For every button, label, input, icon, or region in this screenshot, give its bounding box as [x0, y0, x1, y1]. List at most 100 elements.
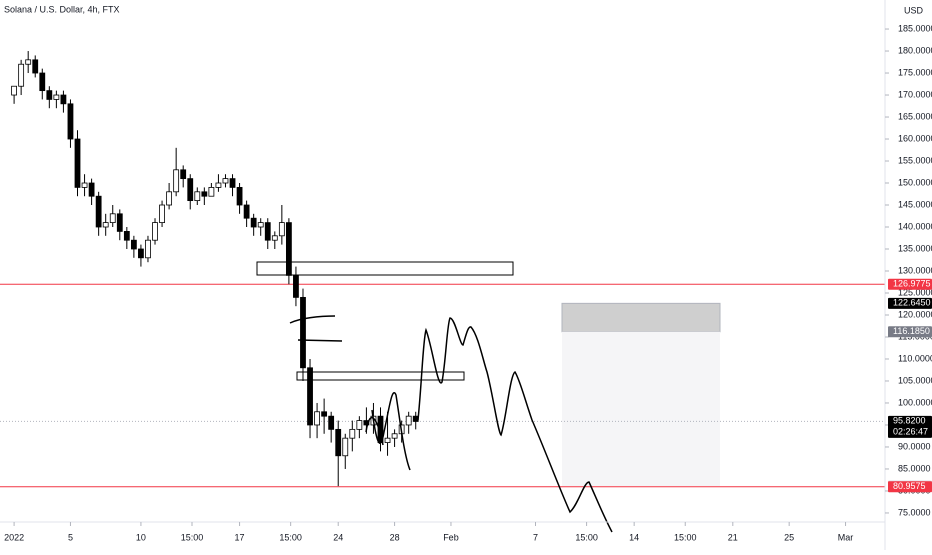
- x-tick-label: 2022: [4, 532, 24, 542]
- y-tick-label: 185.0000: [898, 23, 932, 33]
- x-tick-label: 15:00: [181, 532, 204, 542]
- freehand-path: [365, 417, 384, 446]
- candle-body: [109, 213, 116, 224]
- candle-body: [60, 94, 67, 105]
- candle-body: [81, 182, 88, 188]
- candle-body: [229, 178, 236, 188]
- drawings: [0, 283, 885, 488]
- y-tick-label: 145.0000: [898, 199, 932, 209]
- candle-body: [222, 178, 229, 184]
- countdown-label: 02:26:47: [893, 427, 928, 437]
- candle-body: [39, 72, 46, 92]
- y-tick-label: 120.0000: [898, 309, 932, 319]
- position-zone: [562, 331, 720, 487]
- candle-body: [173, 169, 180, 193]
- y-tick-label: 160.0000: [898, 133, 932, 143]
- price-badge-label: 95.8200: [893, 416, 926, 426]
- candle-body: [384, 437, 391, 443]
- chart-title: Solana / U.S. Dollar, 4h, FTX: [4, 4, 120, 14]
- candle-body: [257, 222, 264, 228]
- y-tick-label: 155.0000: [898, 155, 932, 165]
- y-tick-label: 105.0000: [898, 375, 932, 385]
- price-badge: [888, 481, 932, 493]
- x-tick-label: 15:00: [674, 532, 697, 542]
- candle-body: [53, 94, 60, 100]
- price-badge: [888, 415, 932, 438]
- drawn-box: [256, 261, 514, 276]
- candle-body: [130, 239, 137, 250]
- candle-body: [102, 222, 109, 228]
- candle-body: [208, 187, 215, 197]
- x-tick-label: Feb: [443, 532, 459, 542]
- x-tick-label: 14: [629, 532, 639, 542]
- x-tick-label: 24: [333, 532, 343, 542]
- candle-body: [138, 248, 144, 259]
- candle-body: [123, 231, 130, 241]
- price-badge: [888, 326, 932, 338]
- candle-body: [152, 222, 158, 241]
- candle-body: [293, 274, 299, 298]
- y-tick-label: 135.0000: [898, 243, 932, 253]
- y-tick-label: 170.0000: [898, 89, 932, 99]
- price-badge: [888, 278, 932, 290]
- candle-body: [342, 437, 349, 457]
- y-tick-label: 175.0000: [898, 67, 932, 77]
- candle-body: [314, 411, 320, 426]
- y-tick-label: 85.0000: [898, 463, 931, 473]
- y-tick-label: 130.0000: [898, 265, 932, 275]
- candle-body: [11, 85, 17, 96]
- y-tick-label: 90.0000: [898, 441, 931, 451]
- x-tick-label: 21: [728, 532, 738, 542]
- candle-body: [95, 195, 102, 228]
- x-tick-label: 25: [784, 532, 794, 542]
- freehand-path: [417, 317, 613, 533]
- candle-body: [349, 428, 356, 439]
- price-badge-label: 116.1850: [893, 326, 930, 336]
- freehand-path: [297, 339, 343, 342]
- candle-body: [67, 103, 74, 140]
- candle-body: [363, 420, 370, 426]
- candle-body: [215, 182, 222, 188]
- candle-body: [88, 182, 95, 197]
- price-badge: [888, 297, 932, 309]
- candle-body: [250, 217, 257, 228]
- candle-body: [74, 138, 81, 188]
- y-tick-label: 150.0000: [898, 177, 932, 187]
- price-badge-label: 122.6450: [893, 298, 931, 308]
- candle-body: [159, 204, 165, 224]
- candle-body: [187, 178, 194, 202]
- axes: 75.000080.000085.000090.000095.0000100.0…: [4, 23, 932, 542]
- candle-body: [18, 63, 25, 87]
- y-tick-label: 140.0000: [898, 221, 932, 231]
- candle-body: [405, 415, 412, 426]
- candle-body: [356, 420, 363, 430]
- price-badge-label: 126.9775: [893, 279, 931, 289]
- candle-body: [180, 169, 187, 180]
- currency: USD: [904, 5, 924, 15]
- x-tick-label: 17: [235, 532, 245, 542]
- candle-body: [307, 367, 313, 426]
- candle-body: [328, 415, 335, 430]
- x-tick-label: 15:00: [279, 532, 302, 542]
- candle-body: [25, 59, 32, 65]
- candle-body: [278, 222, 285, 237]
- x-tick-label: 7: [533, 532, 538, 542]
- candle-body: [391, 433, 398, 439]
- candle-body: [145, 239, 151, 259]
- x-tick-label: 15:00: [575, 532, 598, 542]
- freehand-path: [371, 392, 411, 471]
- drawn-box: [296, 371, 465, 381]
- y-tick-label: 75.0000: [898, 507, 931, 517]
- candle-body: [194, 191, 201, 202]
- candle-body: [300, 296, 306, 369]
- candle-body: [243, 204, 250, 219]
- y-tick-label: 100.0000: [898, 397, 932, 407]
- candle-body: [46, 90, 53, 100]
- candle-body: [335, 428, 342, 457]
- y-tick-label: 165.0000: [898, 111, 932, 121]
- y-tick-label: 125.0000: [898, 287, 932, 297]
- freehand-path: [289, 315, 336, 324]
- x-tick-label: 10: [136, 532, 146, 542]
